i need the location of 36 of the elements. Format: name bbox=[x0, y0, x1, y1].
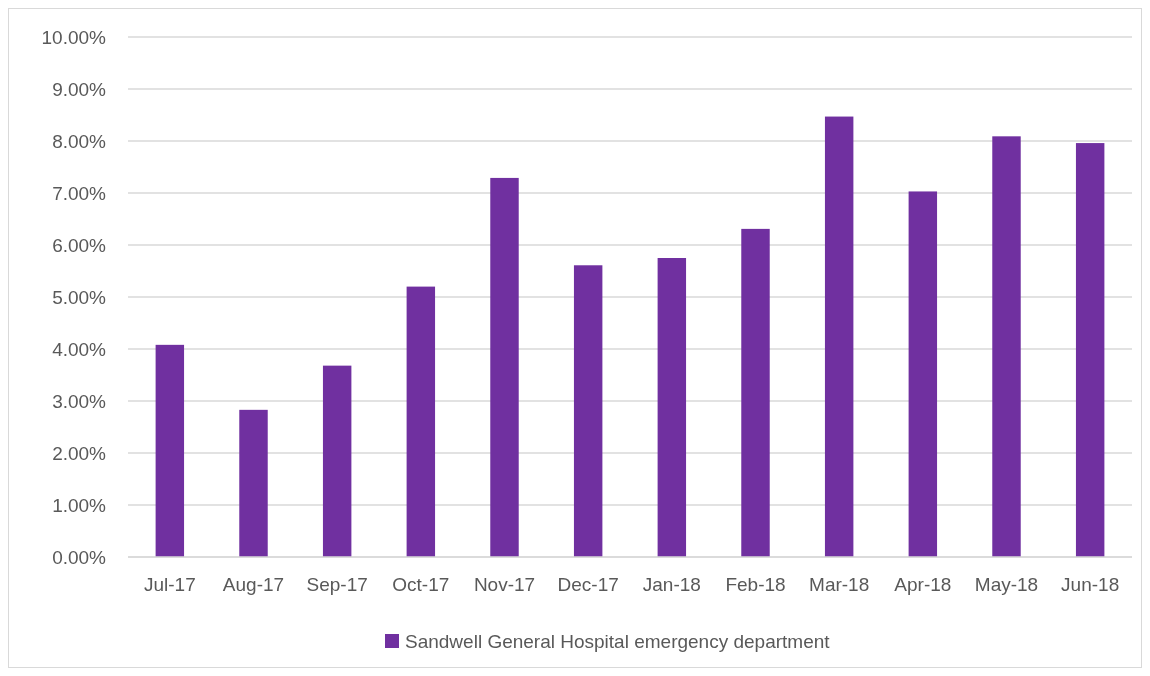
y-tick-label: 2.00% bbox=[52, 442, 107, 464]
y-tick-label: 3.00% bbox=[52, 390, 107, 412]
bar bbox=[322, 365, 352, 557]
legend-label: Sandwell General Hospital emergency department bbox=[405, 630, 831, 652]
x-tick-label: Nov-17 bbox=[473, 574, 536, 595]
x-tick-label: Jun-18 bbox=[1061, 574, 1120, 595]
bar bbox=[824, 116, 854, 557]
x-tick-label: Aug-17 bbox=[222, 574, 285, 595]
y-tick-label: 5.00% bbox=[52, 286, 107, 308]
bar bbox=[239, 409, 268, 557]
bar bbox=[406, 286, 436, 557]
x-tick-label: Oct-17 bbox=[392, 574, 450, 595]
y-tick-label: 0.00% bbox=[52, 546, 107, 568]
bar bbox=[1075, 143, 1105, 557]
bar bbox=[490, 177, 519, 557]
x-tick-label: Dec-17 bbox=[557, 574, 619, 595]
y-tick-label: 6.00% bbox=[52, 234, 107, 256]
y-tick-label: 7.00% bbox=[52, 182, 107, 204]
bar bbox=[992, 136, 1021, 557]
bar bbox=[573, 265, 603, 557]
y-tick-label: 1.00% bbox=[52, 494, 107, 516]
bar bbox=[657, 258, 687, 557]
x-tick-label: May-18 bbox=[974, 574, 1039, 595]
bar bbox=[155, 344, 185, 557]
y-tick-label: 10.00% bbox=[41, 26, 107, 48]
x-tick-label: Jan-18 bbox=[642, 574, 701, 595]
x-tick-label: Sep-17 bbox=[306, 574, 368, 595]
bar bbox=[908, 191, 938, 557]
x-tick-label: Feb-18 bbox=[725, 574, 786, 595]
y-tick-label: 8.00% bbox=[52, 130, 107, 152]
y-tick-label: 4.00% bbox=[52, 338, 107, 360]
x-tick-label: Jul-17 bbox=[143, 574, 196, 595]
y-tick-label: 9.00% bbox=[52, 78, 107, 100]
bar bbox=[741, 228, 770, 557]
x-tick-label: Apr-18 bbox=[894, 574, 952, 595]
x-tick-label: Mar-18 bbox=[809, 574, 870, 595]
